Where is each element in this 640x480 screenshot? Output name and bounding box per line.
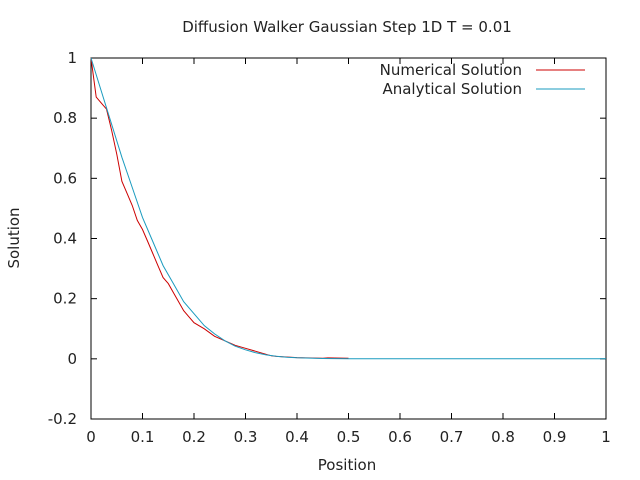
y-tick-label: 1 bbox=[67, 49, 77, 67]
y-tick-label: 0.2 bbox=[53, 290, 77, 308]
plot-frame bbox=[90, 57, 607, 420]
y-tick-label: 0.8 bbox=[53, 109, 77, 127]
tick-labels: 0 0.1 0.2 0.3 0.4 0.5 0.6 0.7 0.8 0.9 1 -0.2 0 0.2 0.4… bbox=[48, 49, 611, 446]
x-axis-label: Position bbox=[318, 456, 376, 474]
x-tick-label: 0.1 bbox=[131, 428, 155, 446]
y-tick-label: 0 bbox=[67, 350, 77, 368]
series-line-2 bbox=[90, 57, 606, 360]
y-axis-label: Solution bbox=[5, 207, 23, 268]
y-tick-label: 0.6 bbox=[53, 169, 77, 187]
y-tick-label: 0.4 bbox=[53, 230, 77, 248]
x-tick-label: 0.5 bbox=[337, 428, 361, 446]
series-line-1 bbox=[90, 57, 349, 359]
axis-ticks bbox=[90, 57, 607, 420]
x-tick-label: 0.8 bbox=[491, 428, 515, 446]
x-tick-label: 0.4 bbox=[285, 428, 309, 446]
x-tick-label: 1 bbox=[601, 428, 611, 446]
legend-label: Analytical Solution bbox=[382, 80, 522, 98]
series-lines bbox=[90, 57, 606, 360]
x-tick-label: 0.6 bbox=[388, 428, 412, 446]
x-tick-label: 0.2 bbox=[182, 428, 206, 446]
legend-label: Numerical Solution bbox=[380, 61, 522, 79]
x-tick-label: 0.9 bbox=[543, 428, 567, 446]
x-tick-label: 0.7 bbox=[440, 428, 464, 446]
x-tick-label: 0 bbox=[86, 428, 96, 446]
y-tick-label: -0.2 bbox=[48, 410, 77, 428]
chart-title: Diffusion Walker Gaussian Step 1D T = 0.… bbox=[182, 18, 512, 36]
x-tick-label: 0.3 bbox=[234, 428, 258, 446]
